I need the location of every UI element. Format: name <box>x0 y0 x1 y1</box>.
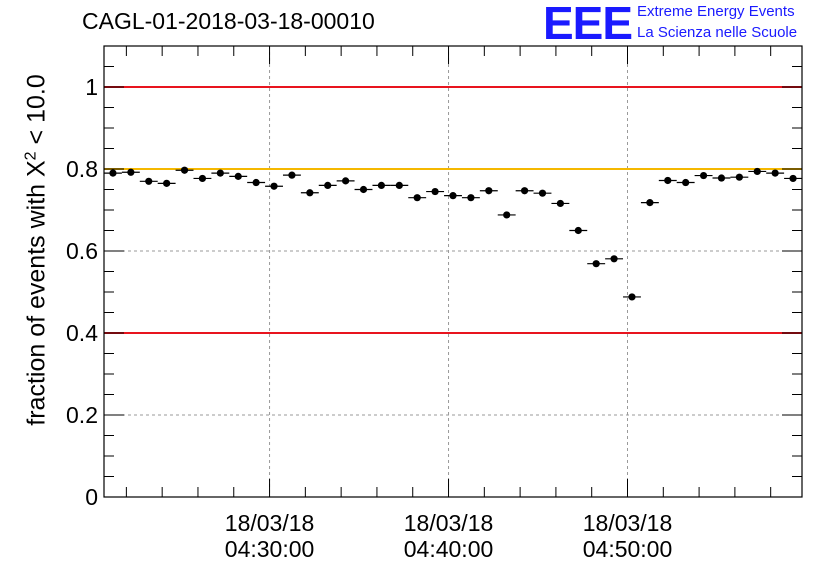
data-point <box>556 199 564 208</box>
data-point <box>574 226 582 235</box>
y-axis-label-suffix: < 10.0 <box>22 74 51 152</box>
data-point <box>216 169 224 177</box>
y-tick-label: 0.2 <box>66 402 98 428</box>
chart-title: CAGL-01-2018-03-18-00010 <box>82 8 375 34</box>
x-tick-label-date: 18/03/18 <box>583 510 673 536</box>
data-point <box>538 189 547 197</box>
y-tick-label: 1 <box>85 74 98 100</box>
data-point <box>485 187 493 195</box>
data-point <box>753 167 761 176</box>
data-point <box>520 187 529 195</box>
data-point <box>789 174 797 183</box>
data-point <box>592 260 600 268</box>
data-point <box>646 199 654 207</box>
data-point <box>145 177 153 185</box>
data-point <box>395 181 403 189</box>
data-point <box>163 179 171 187</box>
x-tick-label-date: 18/03/18 <box>225 510 315 536</box>
data-point <box>503 211 511 219</box>
org-name-line1: Extreme Energy Events <box>637 3 795 20</box>
data-point <box>682 178 690 187</box>
data-point <box>699 171 708 180</box>
y-tick-label: 0 <box>85 484 98 510</box>
data-point <box>234 172 242 180</box>
y-tick-label: 0.6 <box>66 238 98 264</box>
data-point <box>359 185 368 194</box>
x-tick-label-date: 18/03/18 <box>404 510 494 536</box>
data-point <box>610 255 618 263</box>
data-point <box>342 177 350 185</box>
data-point <box>127 168 135 176</box>
data-point <box>431 187 439 196</box>
data-point <box>449 192 457 200</box>
y-axis-label: fraction of events with X2 < 10.0 <box>22 74 51 425</box>
data-point <box>467 194 475 202</box>
plot-frame <box>103 45 803 498</box>
data-point <box>324 181 332 189</box>
y-axis-label-prefix: fraction of events with X <box>22 160 51 426</box>
data-point <box>270 182 278 190</box>
data-point <box>628 293 636 301</box>
data-point <box>413 194 421 202</box>
data-point <box>180 166 189 174</box>
org-name-line2: La Scienza nelle Scuole <box>637 24 798 41</box>
y-axis-label-sup: 2 <box>22 151 40 161</box>
x-tick-label-time: 04:30:00 <box>225 536 315 562</box>
y-tick-label: 0.4 <box>66 320 98 346</box>
data-point <box>252 178 260 187</box>
x-tick-label-time: 04:40:00 <box>404 536 494 562</box>
x-tick-label-time: 04:50:00 <box>583 536 673 562</box>
y-tick-label: 0.8 <box>66 156 98 182</box>
data-point <box>109 169 117 177</box>
eee-logo: EEE <box>543 0 633 49</box>
data-point <box>377 181 386 189</box>
data-point <box>717 174 726 182</box>
data-point <box>664 176 672 185</box>
data-point <box>288 171 296 179</box>
data-point <box>735 173 743 181</box>
data-point <box>306 189 314 197</box>
data-point <box>198 174 207 183</box>
data-point <box>771 169 779 177</box>
